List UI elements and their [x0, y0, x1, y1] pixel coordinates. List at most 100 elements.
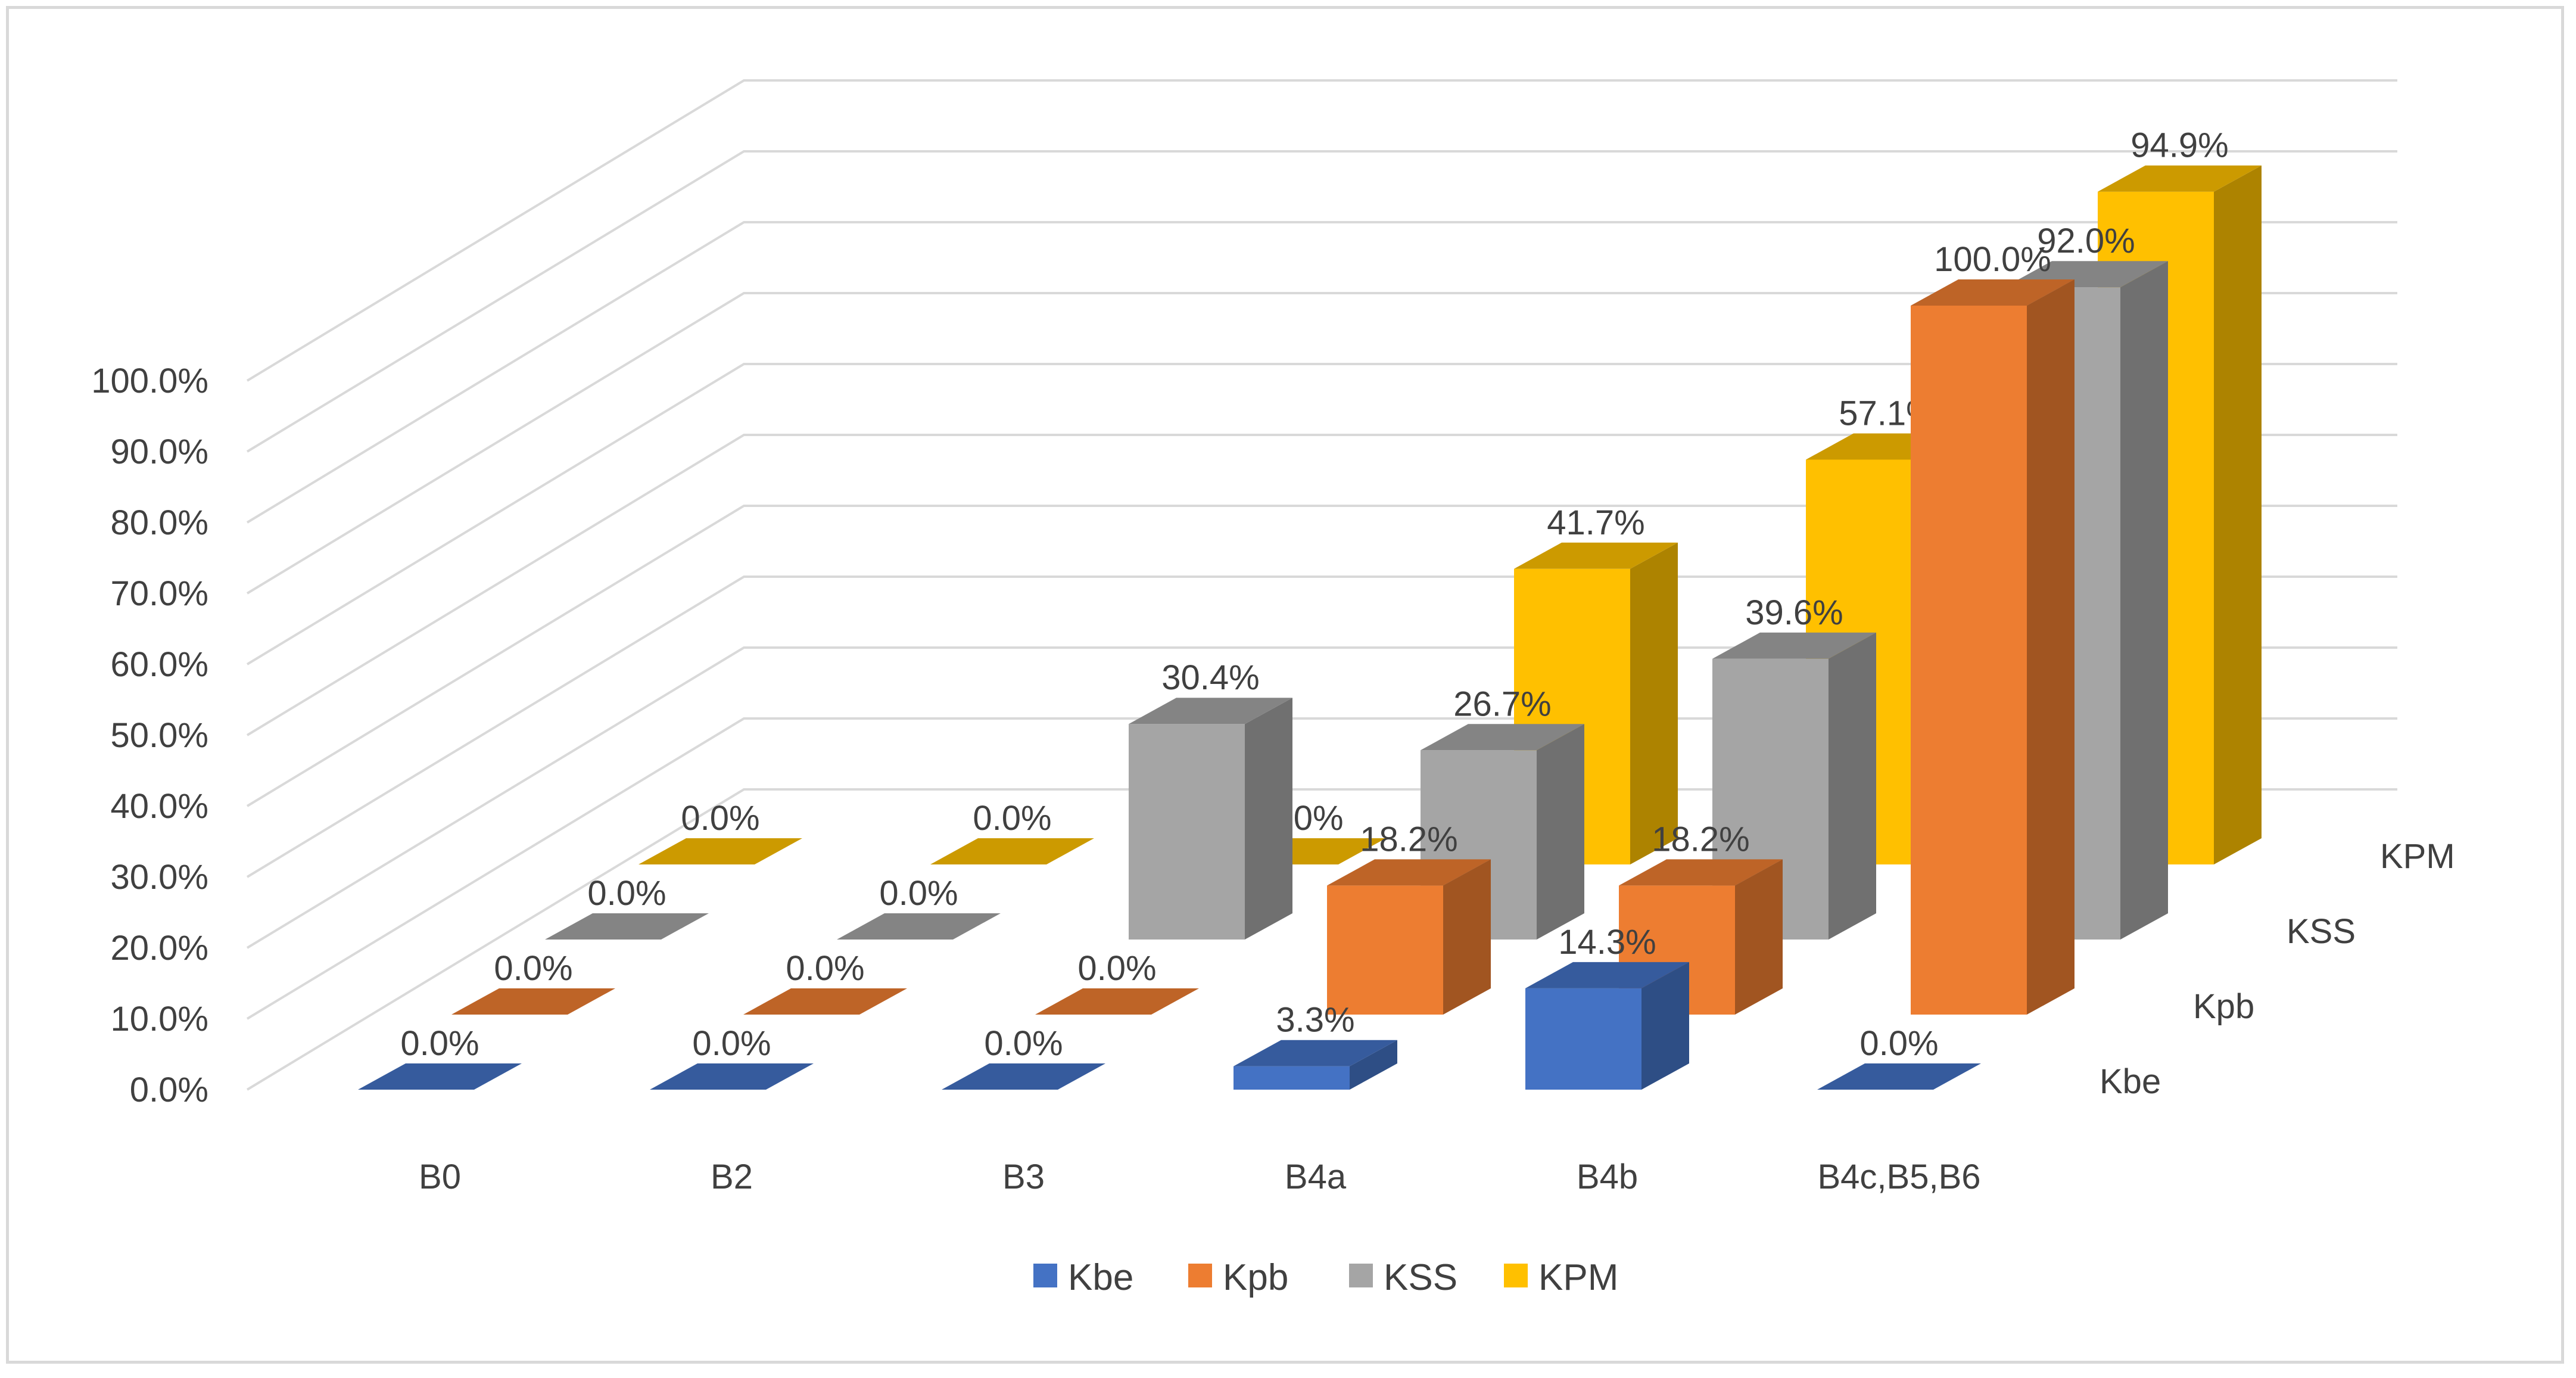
bar-top-face	[1525, 962, 1689, 988]
gridlines	[246, 79, 2397, 1091]
bar-Kbe-B4c,B5,B6: 0.0%	[1817, 1024, 1981, 1090]
category-label: B4b	[1577, 1158, 1638, 1196]
bar-side-face	[2214, 165, 2262, 865]
chart-frame: 0.0% 10.0% 20.0% 30.0% 40.0% 50.0% 60.0% 70.0% 8…	[6, 6, 2564, 1364]
legend-label: KSS	[1384, 1257, 1457, 1298]
bar-Kpb-B4c,B5,B6: 100.0%	[1911, 240, 2074, 1015]
y-tick-label: 50.0%	[111, 716, 208, 755]
bar-KSS-B0: 0.0%	[545, 874, 709, 940]
legend-swatch	[1033, 1264, 1057, 1287]
bar-top-face	[1129, 698, 1292, 724]
gridline	[246, 150, 2397, 453]
series-axis-label: Kpb	[2193, 987, 2254, 1026]
bar-Kbe-B4a: 3.3%	[1234, 1001, 1397, 1090]
category-label: B2	[711, 1158, 753, 1196]
bar-top-face	[545, 913, 709, 940]
legend-label: Kbe	[1068, 1257, 1133, 1298]
data-label: 26.7%	[1453, 685, 1551, 723]
data-label: 39.6%	[1745, 593, 1843, 632]
bar-top-face	[1035, 988, 1199, 1015]
bar-Kbe-B2: 0.0%	[650, 1024, 814, 1090]
bar-top-face	[942, 1063, 1105, 1090]
category-label: B4c,B5,B6	[1817, 1158, 1980, 1196]
legend-item-KSS: KSS	[1349, 1257, 1457, 1298]
bar-top-face	[1327, 859, 1491, 886]
legend-item-KPM: KPM	[1504, 1257, 1618, 1298]
bar-Kpb-B0: 0.0%	[451, 949, 615, 1015]
bar-KSS-B4a: 26.7%	[1421, 685, 1584, 940]
data-label: 92.0%	[2037, 222, 2135, 260]
bar-top-face	[743, 988, 907, 1015]
data-label: 30.4%	[1161, 658, 1259, 697]
data-label: 100.0%	[1934, 240, 2051, 279]
series-axis-label: KPM	[2380, 837, 2455, 876]
data-label: 18.2%	[1360, 820, 1457, 858]
data-label: 0.0%	[1859, 1024, 1938, 1063]
bar-side-face	[1630, 542, 1678, 864]
data-label: 41.7%	[1547, 503, 1644, 542]
bars: 0.0% 0.0% 0.0%41.7%57.1%94.9%0.0% 0.0%30.4%…	[358, 126, 2262, 1090]
bar-Kpb-B4a: 18.2%	[1327, 820, 1491, 1015]
bar-KSS-B3: 30.4%	[1129, 658, 1292, 940]
gridline	[246, 221, 2397, 524]
y-tick-label: 60.0%	[111, 645, 208, 684]
series-axis-label: KSS	[2287, 912, 2356, 951]
legend-swatch	[1188, 1264, 1212, 1287]
data-label: 0.0%	[1077, 949, 1156, 988]
chart-3d-column: 0.0% 10.0% 20.0% 30.0% 40.0% 50.0% 60.0% 70.0% 8…	[91, 79, 2455, 1298]
bar-top-face	[837, 913, 1001, 940]
bar-top-face	[1514, 542, 1678, 569]
bar-Kbe-B4b: 14.3%	[1525, 923, 1689, 1090]
bar-Kbe-B3: 0.0%	[942, 1024, 1105, 1090]
category-label: B4a	[1285, 1158, 1347, 1196]
bar-top-face	[930, 838, 1094, 864]
bar-side-face	[1829, 632, 1876, 940]
bar-KSS-B2: 0.0%	[837, 874, 1001, 940]
category-label: B0	[419, 1158, 461, 1196]
bar-side-face	[2120, 261, 2168, 940]
data-label: 0.0%	[786, 949, 864, 988]
bar-KPM-B2: 0.0%	[930, 799, 1094, 864]
data-label: 0.0%	[494, 949, 572, 988]
bar-side-face	[1537, 724, 1584, 940]
bar-side-face	[1443, 859, 1491, 1015]
bar-front-face	[1129, 724, 1245, 940]
bar-Kpb-B3: 0.0%	[1035, 949, 1199, 1015]
bar-front-face	[1525, 988, 1641, 1090]
bar-top-face	[1712, 632, 1876, 659]
legend-label: Kpb	[1223, 1257, 1288, 1298]
series-axis-label: Kbe	[2100, 1062, 2161, 1101]
bar-front-face	[1234, 1066, 1350, 1090]
legend-item-Kbe: Kbe	[1033, 1257, 1133, 1298]
bar-side-face	[1641, 962, 1689, 1090]
bar-top-face	[638, 838, 802, 864]
legend-swatch	[1349, 1264, 1373, 1287]
bar-KPM-B0: 0.0%	[638, 799, 802, 864]
data-label: 0.0%	[973, 799, 1051, 838]
y-tick-label: 90.0%	[111, 433, 208, 471]
legend-item-Kpb: Kpb	[1188, 1257, 1288, 1298]
legend-label: KPM	[1538, 1257, 1618, 1298]
data-label: 0.0%	[400, 1024, 479, 1063]
bar-side-face	[1245, 698, 1292, 940]
bar-top-face	[2098, 165, 2262, 192]
data-label: 0.0%	[587, 874, 666, 913]
y-tick-label: 0.0%	[130, 1071, 208, 1109]
bar-side-face	[1735, 859, 1783, 1015]
bar-top-face	[358, 1063, 522, 1090]
bar-top-face	[1234, 1040, 1397, 1066]
bar-side-face	[1350, 1040, 1397, 1090]
legend: Kbe Kpb KSS KPM	[1033, 1257, 1618, 1298]
data-label: 18.2%	[1652, 820, 1749, 858]
y-tick-label: 30.0%	[111, 858, 208, 897]
bar-front-face	[1327, 885, 1443, 1015]
y-tick-label: 20.0%	[111, 929, 208, 968]
data-label: 14.3%	[1558, 923, 1656, 962]
data-label: 0.0%	[681, 799, 759, 838]
bar-top-face	[1421, 724, 1584, 751]
data-label: 0.0%	[692, 1024, 771, 1063]
gridline	[246, 292, 2397, 595]
y-tick-label: 70.0%	[111, 574, 208, 613]
data-label: 94.9%	[2130, 126, 2228, 165]
bar-front-face	[1911, 306, 2027, 1015]
